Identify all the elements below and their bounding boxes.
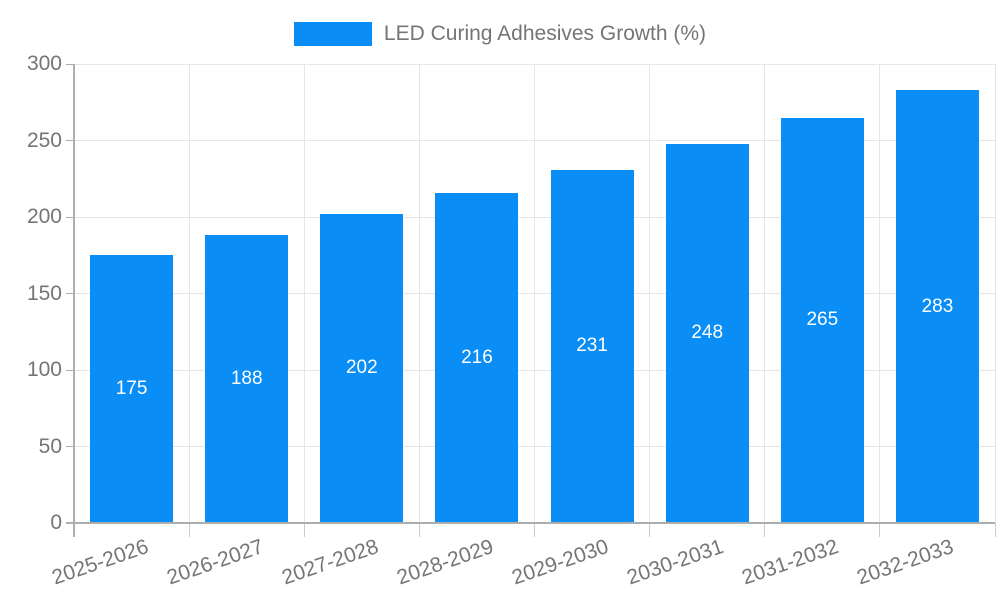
chart-legend: LED Curing Adhesives Growth (%) [0,21,1000,47]
x-axis-tick [879,523,881,537]
bar-value-label: 202 [345,357,378,379]
gridline-vertical [418,64,420,523]
y-axis-tick [66,63,74,65]
x-axis-tick [994,523,996,537]
bar-2025-2026 [90,255,174,523]
y-axis-tick [66,369,74,371]
bar-2027-2028 [320,213,404,523]
y-axis-tick [66,140,74,141]
y-axis-tick [66,446,74,447]
bar-value-label: 248 [691,322,724,344]
bar-2031-2032 [780,117,864,523]
gridline-vertical [879,64,881,523]
bar-value-label: 175 [115,378,148,400]
bar-2026-2027 [205,235,289,523]
y-tick-label: 200 [26,205,62,228]
gridline-vertical [764,64,766,523]
gridline-vertical [994,64,996,523]
bar-2029-2030 [550,169,634,523]
bar-value-label: 188 [230,368,263,390]
bar-value-label: 231 [576,335,608,357]
x-axis-tick [649,523,651,537]
legend-label: LED Curing Adhesives Growth (%) [383,22,707,45]
x-axis-tick [764,523,766,537]
bar-value-label: 283 [921,295,954,317]
gridline-vertical [303,64,305,523]
bar-2030-2031 [665,143,749,523]
legend-swatch [293,22,372,46]
y-tick-label: 0 [50,511,62,534]
gridline-vertical [534,64,535,523]
y-tick-label: 100 [26,358,62,381]
y-tick-label: 250 [26,128,62,152]
y-tick-label: 300 [26,52,62,75]
bar-value-label: 216 [461,346,493,368]
y-tick-label: 50 [38,434,62,458]
y-axis-line [73,64,75,537]
gridline-vertical [649,64,651,523]
bar-value-label: 265 [806,309,839,331]
gridline-vertical [188,64,190,523]
bar-2028-2029 [435,192,519,523]
bar-2032-2033 [895,90,979,523]
x-axis-tick [534,523,535,537]
x-axis-tick [418,523,420,537]
x-axis-line [66,522,995,524]
y-tick-label: 150 [26,281,62,305]
x-axis-tick [303,523,305,537]
x-axis-tick [188,523,190,537]
y-axis-tick [66,216,74,218]
y-axis-tick [66,293,74,294]
